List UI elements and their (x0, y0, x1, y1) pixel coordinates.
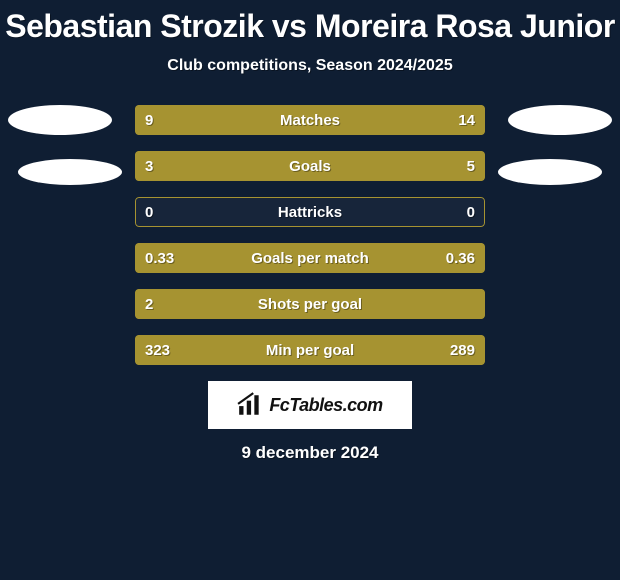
stat-rows: Matches9 14 Goals3 5 Hattricks0 0 Goals per ma… (135, 105, 485, 365)
stat-value-left: 0 (145, 197, 153, 227)
stat-row: Goals per match0.33 0.36 (135, 243, 485, 273)
stat-value-right: 289 (450, 335, 475, 365)
stat-row: Shots per goal2 (135, 289, 485, 319)
comparison-chart: Matches9 14 Goals3 5 Hattricks0 0 Goals per ma… (0, 105, 620, 365)
stat-value-left: 0.33 (145, 243, 174, 273)
chart-bars-icon (237, 392, 263, 418)
logo-text: FcTables.com (269, 395, 382, 416)
stat-label: Goals (135, 151, 485, 181)
stat-value-left: 3 (145, 151, 153, 181)
stat-label: Goals per match (135, 243, 485, 273)
stat-row: Hattricks0 0 (135, 197, 485, 227)
stat-row: Matches9 14 (135, 105, 485, 135)
page-subtitle: Club competitions, Season 2024/2025 (0, 57, 620, 75)
player-left-avatar-shadow-icon (18, 159, 122, 185)
stat-row: Min per goal323 289 (135, 335, 485, 365)
stat-value-left: 323 (145, 335, 170, 365)
page-title: Sebastian Strozik vs Moreira Rosa Junior (0, 0, 620, 45)
stat-label: Shots per goal (135, 289, 485, 319)
player-right-avatar-icon (508, 105, 612, 135)
snapshot-date: 9 december 2024 (0, 443, 620, 463)
stat-value-left: 9 (145, 105, 153, 135)
fctables-logo: FcTables.com (208, 381, 412, 429)
stat-row: Goals3 5 (135, 151, 485, 181)
stat-value-left: 2 (145, 289, 153, 319)
stat-value-right: 14 (458, 105, 475, 135)
stat-value-right: 5 (467, 151, 475, 181)
player-left-avatar-icon (8, 105, 112, 135)
stat-label: Min per goal (135, 335, 485, 365)
stat-label: Matches (135, 105, 485, 135)
player-right-avatar-shadow-icon (498, 159, 602, 185)
stat-label: Hattricks (135, 197, 485, 227)
stat-value-right: 0 (467, 197, 475, 227)
stat-value-right: 0.36 (446, 243, 475, 273)
